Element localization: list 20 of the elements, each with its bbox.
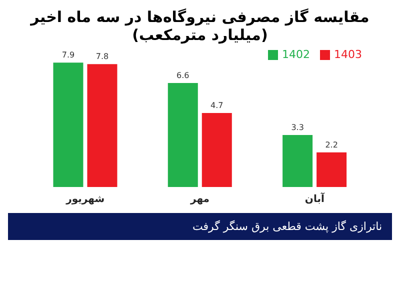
- data-label: 7.8: [96, 52, 109, 62]
- data-label: 7.9: [62, 50, 75, 60]
- chart-subtitle: (میلیارد مترمکعب): [131, 26, 269, 44]
- data-label: 6.6: [176, 71, 190, 80]
- bar: [53, 62, 84, 187]
- legend-label: 1403: [334, 48, 362, 61]
- chart-title: مقایسه گاز مصرفی نیروگاه‌ها در سه ماه اخیر: [29, 8, 370, 26]
- x-tick-label: مهر: [189, 194, 210, 206]
- text: ناترازی گاز پشت قطعی برق سنگر گرفت: [8, 213, 392, 240]
- bar: [282, 135, 313, 187]
- x-tick-label: آبان: [304, 192, 325, 206]
- bar: [316, 152, 347, 187]
- data-label: 2.2: [325, 140, 338, 150]
- data-label: 4.7: [210, 100, 224, 110]
- x-tick-label: شهریور: [65, 194, 105, 206]
- legend-label: 1402: [282, 48, 310, 61]
- bar: [168, 83, 198, 187]
- bar: [202, 112, 232, 187]
- bar: [87, 64, 118, 187]
- data-label: 3.3: [291, 123, 304, 132]
